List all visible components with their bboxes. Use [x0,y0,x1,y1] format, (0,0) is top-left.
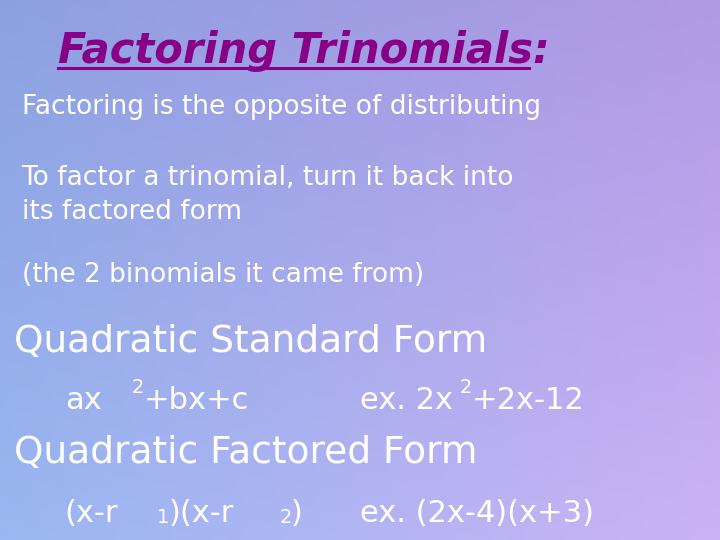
Text: To factor a trinomial, turn it back into
its factored form: To factor a trinomial, turn it back into… [22,165,514,225]
Text: +bx+c: +bx+c [144,386,249,415]
Text: Quadratic Factored Form: Quadratic Factored Form [14,435,478,471]
Text: ax: ax [65,386,102,415]
Text: ex. 2x: ex. 2x [360,386,453,415]
Text: 2: 2 [132,378,144,397]
Text: Factoring is the opposite of distributing: Factoring is the opposite of distributin… [22,94,541,120]
Text: )(x-r: )(x-r [168,500,234,529]
Text: ex. (2x-4)(x+3): ex. (2x-4)(x+3) [360,500,594,529]
Text: ): ) [291,500,302,529]
Text: (the 2 binomials it came from): (the 2 binomials it came from) [22,262,424,288]
Text: 1: 1 [157,508,169,526]
Text: 2: 2 [459,378,472,397]
Text: +2x-12: +2x-12 [472,386,585,415]
Text: Quadratic Standard Form: Quadratic Standard Form [14,324,487,360]
Text: (x-r: (x-r [65,500,118,529]
Text: Factoring Trinomials:: Factoring Trinomials: [58,30,549,72]
Text: 2: 2 [279,508,292,526]
